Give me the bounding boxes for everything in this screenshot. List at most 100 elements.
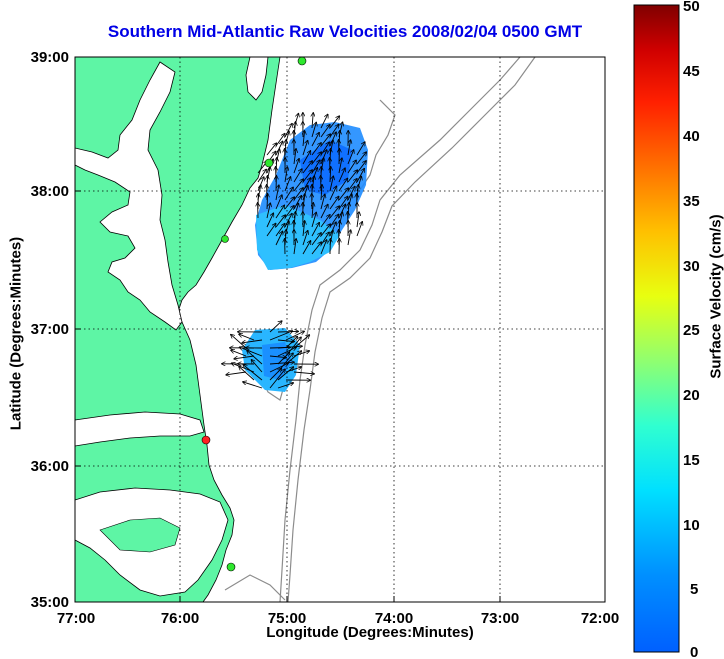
velocity-vector bbox=[243, 382, 263, 389]
colorbar-tick-label: 25 bbox=[683, 322, 700, 339]
velocity-vector bbox=[275, 195, 282, 210]
velocity-vector bbox=[311, 152, 321, 165]
velocity-vector bbox=[293, 372, 314, 374]
velocity-vector bbox=[239, 367, 255, 381]
velocity-vectors-north bbox=[258, 113, 367, 255]
velocity-vector bbox=[338, 168, 345, 183]
velocity-vector bbox=[321, 185, 322, 201]
velocity-vector bbox=[284, 177, 291, 192]
colorbar-tick-label: 5 bbox=[690, 581, 698, 598]
velocity-vector bbox=[329, 116, 339, 129]
velocity-vector bbox=[302, 161, 312, 174]
site-delaware-marker bbox=[264, 158, 274, 168]
x-tick-label: 73:00 bbox=[481, 610, 519, 627]
velocity-vector bbox=[312, 203, 313, 219]
delaware-bay bbox=[245, 57, 269, 101]
colorbar-tick-label: 10 bbox=[683, 517, 700, 534]
site-duck-marker bbox=[201, 435, 211, 445]
y-tick-label: 35:00 bbox=[31, 594, 69, 611]
velocity-vector bbox=[266, 213, 273, 228]
velocity-vector bbox=[277, 340, 294, 342]
velocity-vector bbox=[356, 161, 366, 174]
velocity-vector bbox=[277, 383, 293, 389]
velocity-vector bbox=[293, 351, 309, 357]
velocity-vector bbox=[269, 356, 286, 358]
velocity-vector bbox=[356, 142, 365, 156]
velocity-vector bbox=[293, 169, 302, 183]
velocity-vector bbox=[329, 197, 339, 210]
velocity-vector bbox=[338, 197, 348, 210]
x-tick-label: 75:00 bbox=[268, 610, 306, 627]
velocity-vector bbox=[239, 334, 255, 341]
velocity-vector bbox=[266, 143, 276, 156]
velocity-vector bbox=[284, 197, 294, 210]
velocity-vector bbox=[269, 321, 282, 333]
velocity-vector bbox=[320, 134, 330, 147]
velocity-vector bbox=[252, 360, 263, 373]
velocity-vector bbox=[356, 152, 366, 165]
velocity-vector bbox=[320, 240, 327, 255]
velocity-vector bbox=[269, 331, 292, 341]
velocity-vector bbox=[347, 140, 351, 156]
tick-marks bbox=[74, 56, 606, 603]
velocity-vector bbox=[234, 355, 255, 359]
site-virginia-marker bbox=[221, 235, 229, 243]
velocity-vector bbox=[356, 222, 362, 237]
velocity-vector bbox=[231, 350, 247, 357]
y-tick-label: 39:00 bbox=[31, 49, 69, 66]
velocity-vector bbox=[320, 205, 328, 219]
y-tick-labels: 39:00 38:00 37:00 36:00 35:00 bbox=[31, 49, 69, 611]
x-tick-label: 76:00 bbox=[161, 610, 199, 627]
velocity-vector bbox=[347, 170, 357, 183]
velocity-vector bbox=[294, 239, 296, 255]
velocity-vector bbox=[277, 346, 302, 348]
colorbar-tick-label: 35 bbox=[683, 193, 700, 210]
velocity-vector bbox=[302, 241, 311, 255]
x-tick-label: 77:00 bbox=[57, 610, 95, 627]
velocity-vector bbox=[357, 212, 359, 228]
velocity-vector bbox=[294, 149, 296, 165]
y-tick-label: 38:00 bbox=[31, 183, 69, 200]
velocity-vector bbox=[285, 337, 297, 349]
velocity-vector bbox=[266, 224, 276, 237]
velocity-vector bbox=[269, 369, 285, 389]
velocity-vector bbox=[243, 365, 263, 381]
site-north-marker bbox=[297, 56, 307, 66]
velocity-vector bbox=[275, 215, 285, 228]
velocity-vector bbox=[231, 335, 247, 349]
y-tick-label: 37:00 bbox=[31, 321, 69, 338]
velocity-vector bbox=[267, 194, 268, 210]
sound-islands bbox=[99, 517, 181, 553]
x-axis-label: Longitude (Degrees:Minutes) bbox=[266, 624, 474, 641]
chesapeake-bay bbox=[75, 61, 183, 331]
colorbar-ticks: 50 45 40 35 30 25 20 15 10 5 0 bbox=[683, 0, 700, 659]
velocity-vector bbox=[277, 353, 293, 373]
velocity-vector bbox=[302, 170, 312, 183]
velocity-vector bbox=[275, 206, 284, 219]
velocity-vector bbox=[311, 143, 321, 156]
velocity-vector bbox=[311, 223, 319, 237]
velocity-vector bbox=[329, 186, 336, 201]
velocity-vector bbox=[338, 188, 348, 201]
velocity-vector bbox=[303, 131, 305, 147]
velocity-vector bbox=[329, 206, 339, 219]
radar-sites bbox=[201, 56, 307, 572]
bathymetry-contours bbox=[224, 57, 536, 602]
x-tick-label: 74:00 bbox=[375, 610, 413, 627]
velocity-vector bbox=[284, 206, 294, 219]
velocity-vector bbox=[275, 224, 285, 237]
velocity-vector bbox=[302, 231, 308, 246]
velocity-vector bbox=[284, 187, 293, 201]
velocity-vector bbox=[302, 141, 308, 156]
velocity-vector bbox=[311, 213, 316, 228]
velocity-vector bbox=[277, 367, 293, 381]
velocity-vector bbox=[285, 337, 301, 357]
velocity-vector bbox=[338, 158, 342, 174]
velocity-vector bbox=[311, 123, 316, 138]
velocity-vector bbox=[311, 233, 321, 246]
map-title: Southern Mid-Atlantic Raw Velocities 200… bbox=[107, 22, 583, 41]
velocity-vector bbox=[247, 351, 263, 365]
velocity-vector bbox=[320, 125, 330, 138]
colorbar bbox=[633, 4, 680, 653]
